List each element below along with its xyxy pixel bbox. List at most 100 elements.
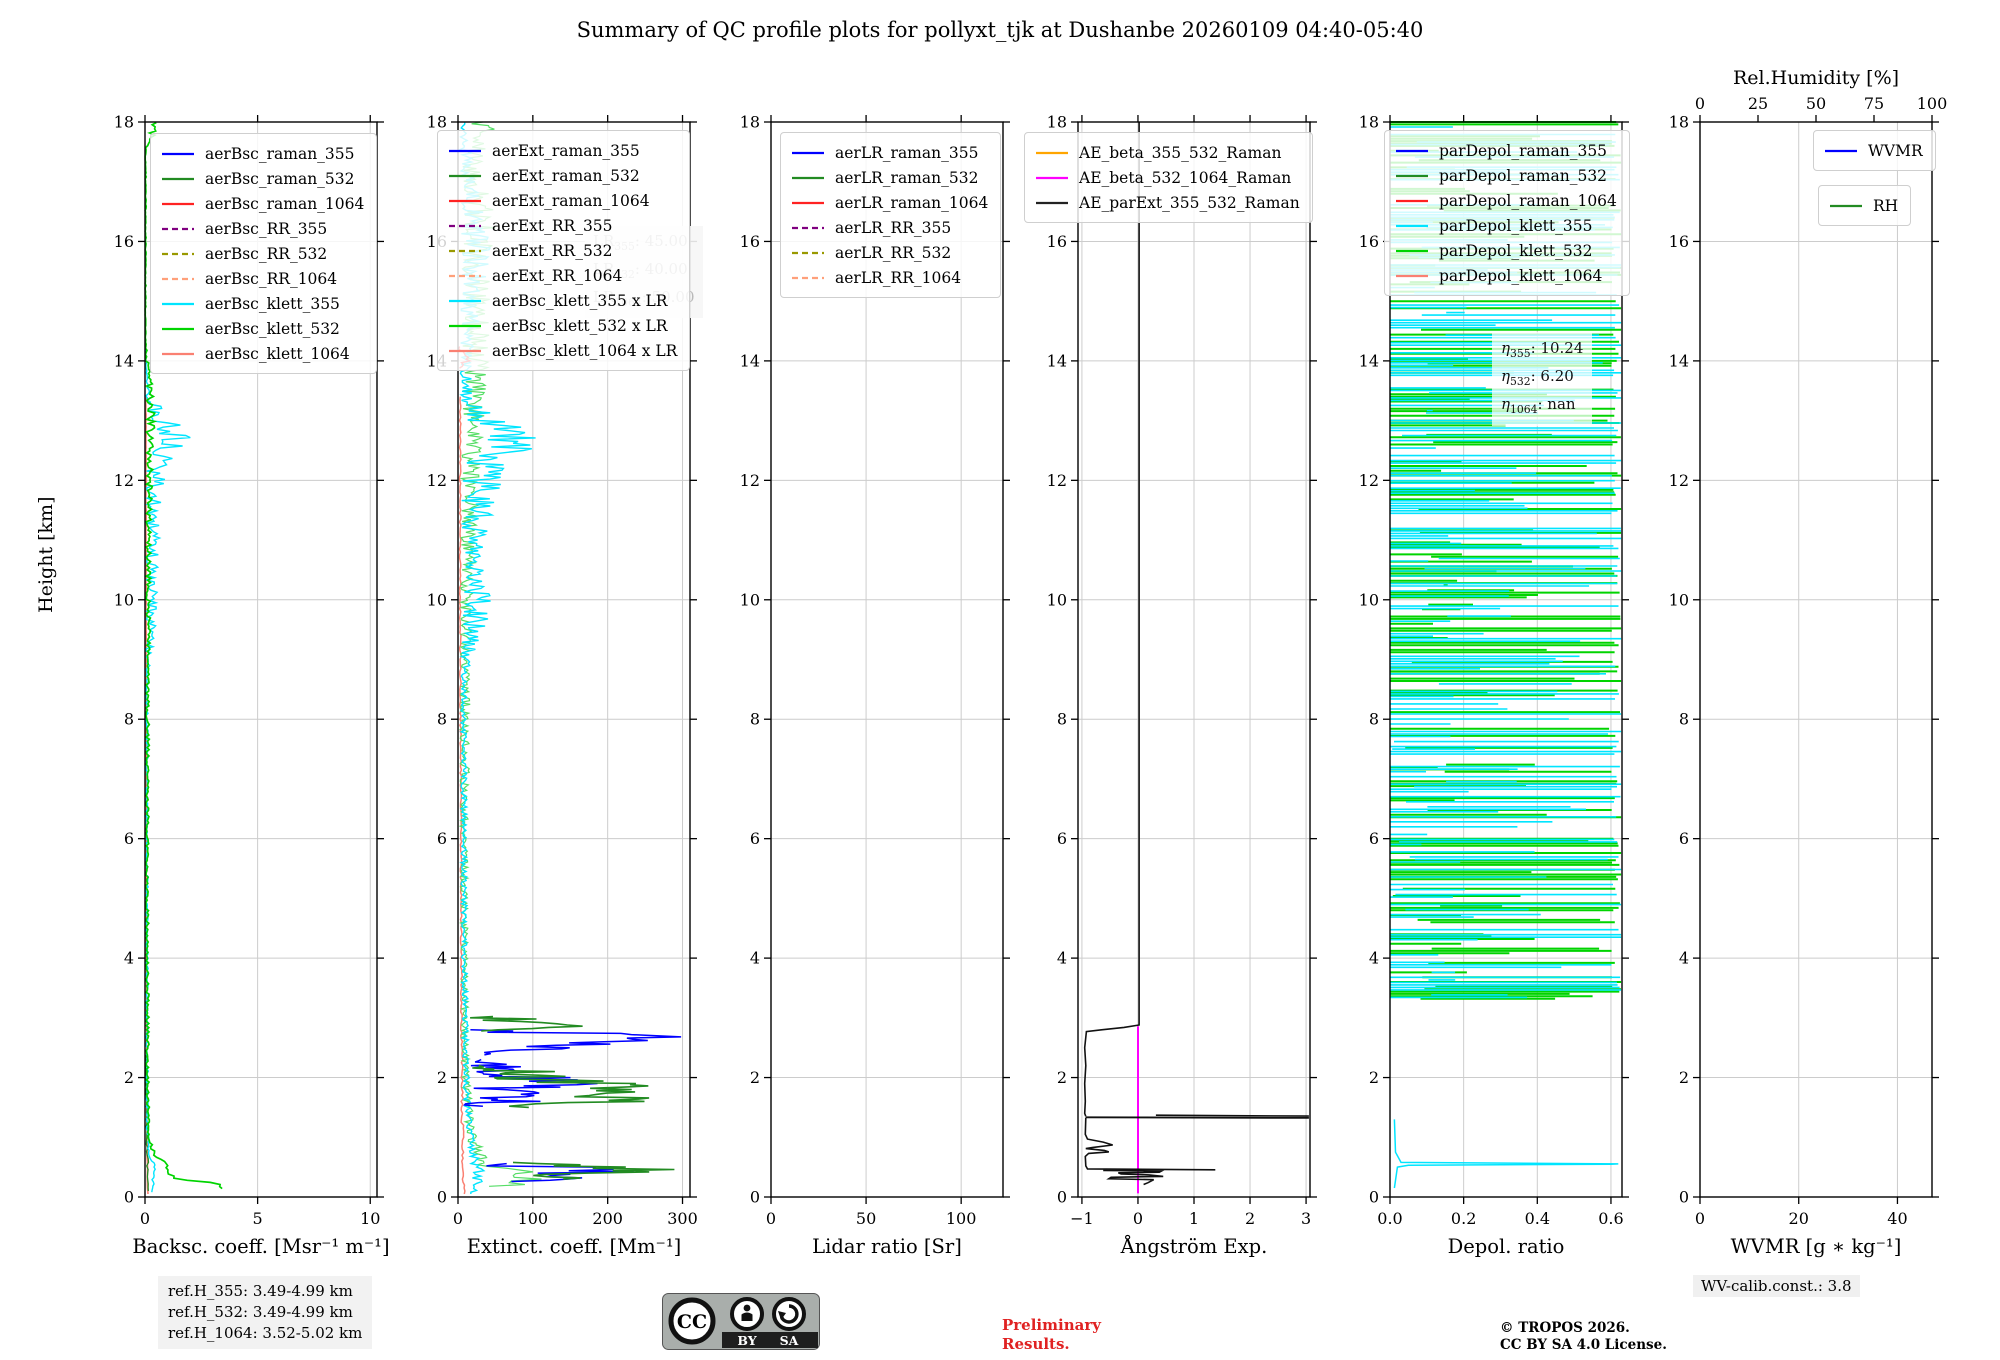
y-tick-label: 6 bbox=[750, 829, 760, 848]
y-tick-label: 16 bbox=[1669, 232, 1689, 251]
y-tick-label: 6 bbox=[1679, 829, 1689, 848]
y-tick-label: 6 bbox=[1369, 829, 1379, 848]
wv-calibration-constant: WV-calib.const.: 3.8 bbox=[1693, 1275, 1860, 1297]
x-tick-label: 0.4 bbox=[1525, 1209, 1550, 1228]
x-tick-label: 5 bbox=[253, 1209, 263, 1228]
x-tick-label: 0.6 bbox=[1598, 1209, 1623, 1228]
share-alike-icon bbox=[778, 1304, 799, 1324]
y-tick-label: 10 bbox=[740, 590, 760, 609]
y-tick-label: 10 bbox=[427, 590, 447, 609]
cc-license-badge: CC BY SA bbox=[662, 1293, 820, 1354]
y-tick-label: 10 bbox=[114, 590, 134, 609]
x-tick-label: −1 bbox=[1070, 1209, 1094, 1228]
ref-height-1064: ref.H_1064: 3.52-5.02 km bbox=[168, 1324, 363, 1342]
series-AE_parExt_355_532_Raman_3 bbox=[1155, 1114, 1309, 1117]
y-tick-label: 14 bbox=[427, 351, 447, 370]
ref-height-532: ref.H_532: 3.49-4.99 km bbox=[168, 1303, 353, 1321]
y-tick-label: 12 bbox=[740, 471, 760, 490]
y-tick-label: 0 bbox=[750, 1188, 760, 1207]
y-tick-label: 2 bbox=[1057, 1068, 1067, 1087]
y-tick-label: 6 bbox=[1057, 829, 1067, 848]
y-tick-label: 16 bbox=[740, 232, 760, 251]
y-tick-label: 4 bbox=[1679, 949, 1689, 968]
series-parDepol_klett_355_low bbox=[1393, 1119, 1619, 1189]
series-aerExt_raman_532_b bbox=[470, 1015, 583, 1032]
y-tick-label: 12 bbox=[114, 471, 134, 490]
series-AE_parExt_355_532_Raman_2 bbox=[1085, 1116, 1309, 1119]
y-tick-label: 16 bbox=[114, 232, 134, 251]
x-tick-label: 0 bbox=[453, 1209, 463, 1228]
series-AE_parExt_355_532_Raman_5 bbox=[1103, 1169, 1165, 1186]
y-tick-label: 2 bbox=[437, 1068, 447, 1087]
y-tick-label: 14 bbox=[1669, 351, 1689, 370]
y-tick-label: 18 bbox=[1669, 113, 1689, 132]
series-aerBsc_klett_532_xLR bbox=[458, 121, 542, 1187]
x-axis-title: Extinct. coeff. [Mm⁻¹] bbox=[467, 1235, 682, 1258]
y-tick-label: 16 bbox=[1047, 232, 1067, 251]
y-tick-label: 8 bbox=[124, 710, 134, 729]
x-axis-title: Backsc. coeff. [Msr⁻¹ m⁻¹] bbox=[132, 1235, 389, 1258]
copyright-line-2: CC BY SA 4.0 License. bbox=[1500, 1337, 1667, 1353]
copyright-line-1: © TROPOS 2026. bbox=[1500, 1320, 1630, 1336]
top-tick-label: 25 bbox=[1748, 94, 1768, 113]
y-tick-label: 12 bbox=[427, 471, 447, 490]
y-tick-label: 18 bbox=[114, 113, 134, 132]
x-tick-label: 0 bbox=[766, 1209, 776, 1228]
x-tick-label: 0 bbox=[140, 1209, 150, 1228]
y-tick-label: 6 bbox=[437, 829, 447, 848]
y-tick-label: 14 bbox=[1047, 351, 1067, 370]
y-tick-label: 14 bbox=[1359, 351, 1379, 370]
top-tick-label: 75 bbox=[1864, 94, 1884, 113]
y-tick-label: 0 bbox=[437, 1188, 447, 1207]
y-tick-label: 2 bbox=[1679, 1068, 1689, 1087]
y-tick-label: 16 bbox=[427, 232, 447, 251]
y-tick-label: 8 bbox=[1679, 710, 1689, 729]
copyright-note: © TROPOS 2026. CC BY SA 4.0 License. bbox=[1500, 1320, 1667, 1354]
person-icon bbox=[741, 1304, 753, 1321]
y-tick-label: 10 bbox=[1669, 590, 1689, 609]
y-tick-label: 4 bbox=[124, 949, 134, 968]
x-tick-label: 0.0 bbox=[1377, 1209, 1402, 1228]
y-tick-label: 2 bbox=[1369, 1068, 1379, 1087]
y-tick-label: 12 bbox=[1669, 471, 1689, 490]
y-tick-label: 10 bbox=[1359, 590, 1379, 609]
x-axis-title: WVMR [g ∗ kg⁻¹] bbox=[1731, 1235, 1902, 1258]
series-aerExt_raman_532_a bbox=[472, 1064, 650, 1109]
y-tick-label: 12 bbox=[1047, 471, 1067, 490]
top-tick-label: 100 bbox=[1917, 94, 1948, 113]
axes-frame bbox=[144, 121, 378, 1198]
preliminary-line-1: Preliminary bbox=[1002, 1316, 1101, 1334]
y-tick-label: 8 bbox=[1369, 710, 1379, 729]
x-tick-label: 0 bbox=[1695, 1209, 1705, 1228]
y-tick-label: 18 bbox=[427, 113, 447, 132]
series-aerBsc_klett_532 bbox=[144, 121, 223, 1190]
cc-badge-graphic: CC BY SA bbox=[662, 1293, 820, 1350]
series-aerBsc_klett_355_xLR bbox=[458, 122, 536, 1195]
y-tick-label: 0 bbox=[1679, 1188, 1689, 1207]
x-tick-label: 2 bbox=[1245, 1209, 1255, 1228]
cc-badge-cc-text: CC bbox=[677, 1311, 707, 1333]
y-tick-label: 0 bbox=[1057, 1188, 1067, 1207]
top-axis-title: Rel.Humidity [%] bbox=[1733, 67, 1899, 89]
y-tick-label: 8 bbox=[750, 710, 760, 729]
axes-frame bbox=[457, 121, 691, 1198]
axes-frame bbox=[1389, 121, 1623, 1198]
preliminary-line-2: Results. bbox=[1002, 1335, 1070, 1353]
reference-height-box: ref.H_355: 3.49-4.99 km ref.H_532: 3.49-… bbox=[158, 1276, 373, 1349]
x-tick-label: 200 bbox=[592, 1209, 623, 1228]
ref-height-355: ref.H_355: 3.49-4.99 km bbox=[168, 1282, 353, 1300]
x-tick-label: 20 bbox=[1789, 1209, 1809, 1228]
x-tick-label: 0 bbox=[1133, 1209, 1143, 1228]
y-tick-label: 0 bbox=[1369, 1188, 1379, 1207]
top-tick-label: 0 bbox=[1695, 94, 1705, 113]
cc-badge-by-text: BY bbox=[737, 1333, 757, 1348]
x-axis-title: Ångström Exp. bbox=[1120, 1233, 1268, 1258]
x-tick-label: 100 bbox=[518, 1209, 549, 1228]
y-tick-label: 8 bbox=[437, 710, 447, 729]
series-aerExt_raman_355_a bbox=[470, 1029, 682, 1056]
y-tick-label: 8 bbox=[1057, 710, 1067, 729]
series-aerExt_raman_532_c bbox=[512, 1161, 675, 1180]
x-tick-label: 300 bbox=[667, 1209, 698, 1228]
